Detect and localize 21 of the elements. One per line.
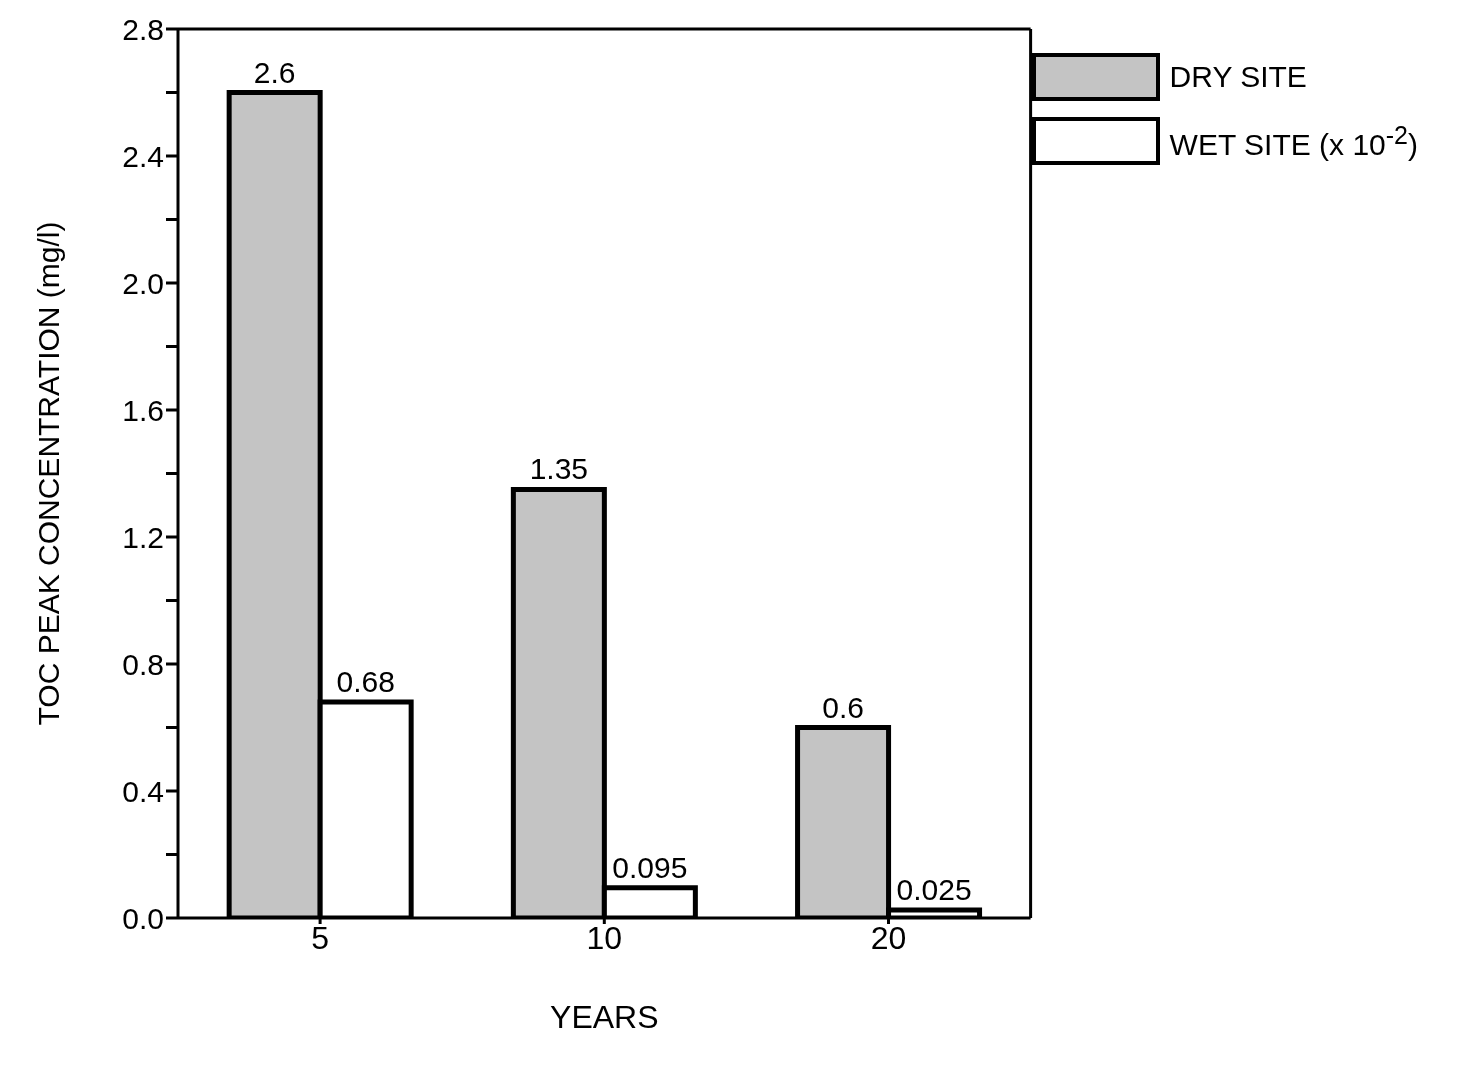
- y-tick-label: 2.0: [122, 266, 164, 300]
- y-tick-label: 2.4: [122, 139, 164, 173]
- legend-label: DRY SITE: [1169, 60, 1307, 94]
- y-tick-label: 2.8: [122, 12, 164, 46]
- data-label: 0.025: [896, 873, 972, 907]
- y-tick-label: 0.4: [122, 774, 164, 808]
- data-label: 0.095: [612, 850, 688, 884]
- y-tick-label: 0.8: [122, 647, 164, 681]
- y-axis-title: TOC PEAK CONCENTRATION (mg/l): [31, 221, 65, 726]
- x-tick-label: 5: [311, 919, 329, 956]
- data-label: 1.35: [529, 452, 589, 486]
- y-tick-label: 1.2: [122, 520, 164, 554]
- x-axis-title: YEARS: [550, 999, 659, 1035]
- y-tick-label: 0.0: [122, 901, 164, 935]
- data-label: 0.6: [822, 690, 864, 724]
- legend-label: WET SITE (x 10$^{-2}$): [1169, 120, 1418, 162]
- data-label: 2.6: [253, 55, 296, 89]
- x-tick-label: 10: [586, 919, 623, 956]
- x-tick-label: 20: [870, 919, 907, 956]
- data-label: 0.68: [336, 665, 395, 699]
- y-tick-label: 1.6: [122, 393, 164, 427]
